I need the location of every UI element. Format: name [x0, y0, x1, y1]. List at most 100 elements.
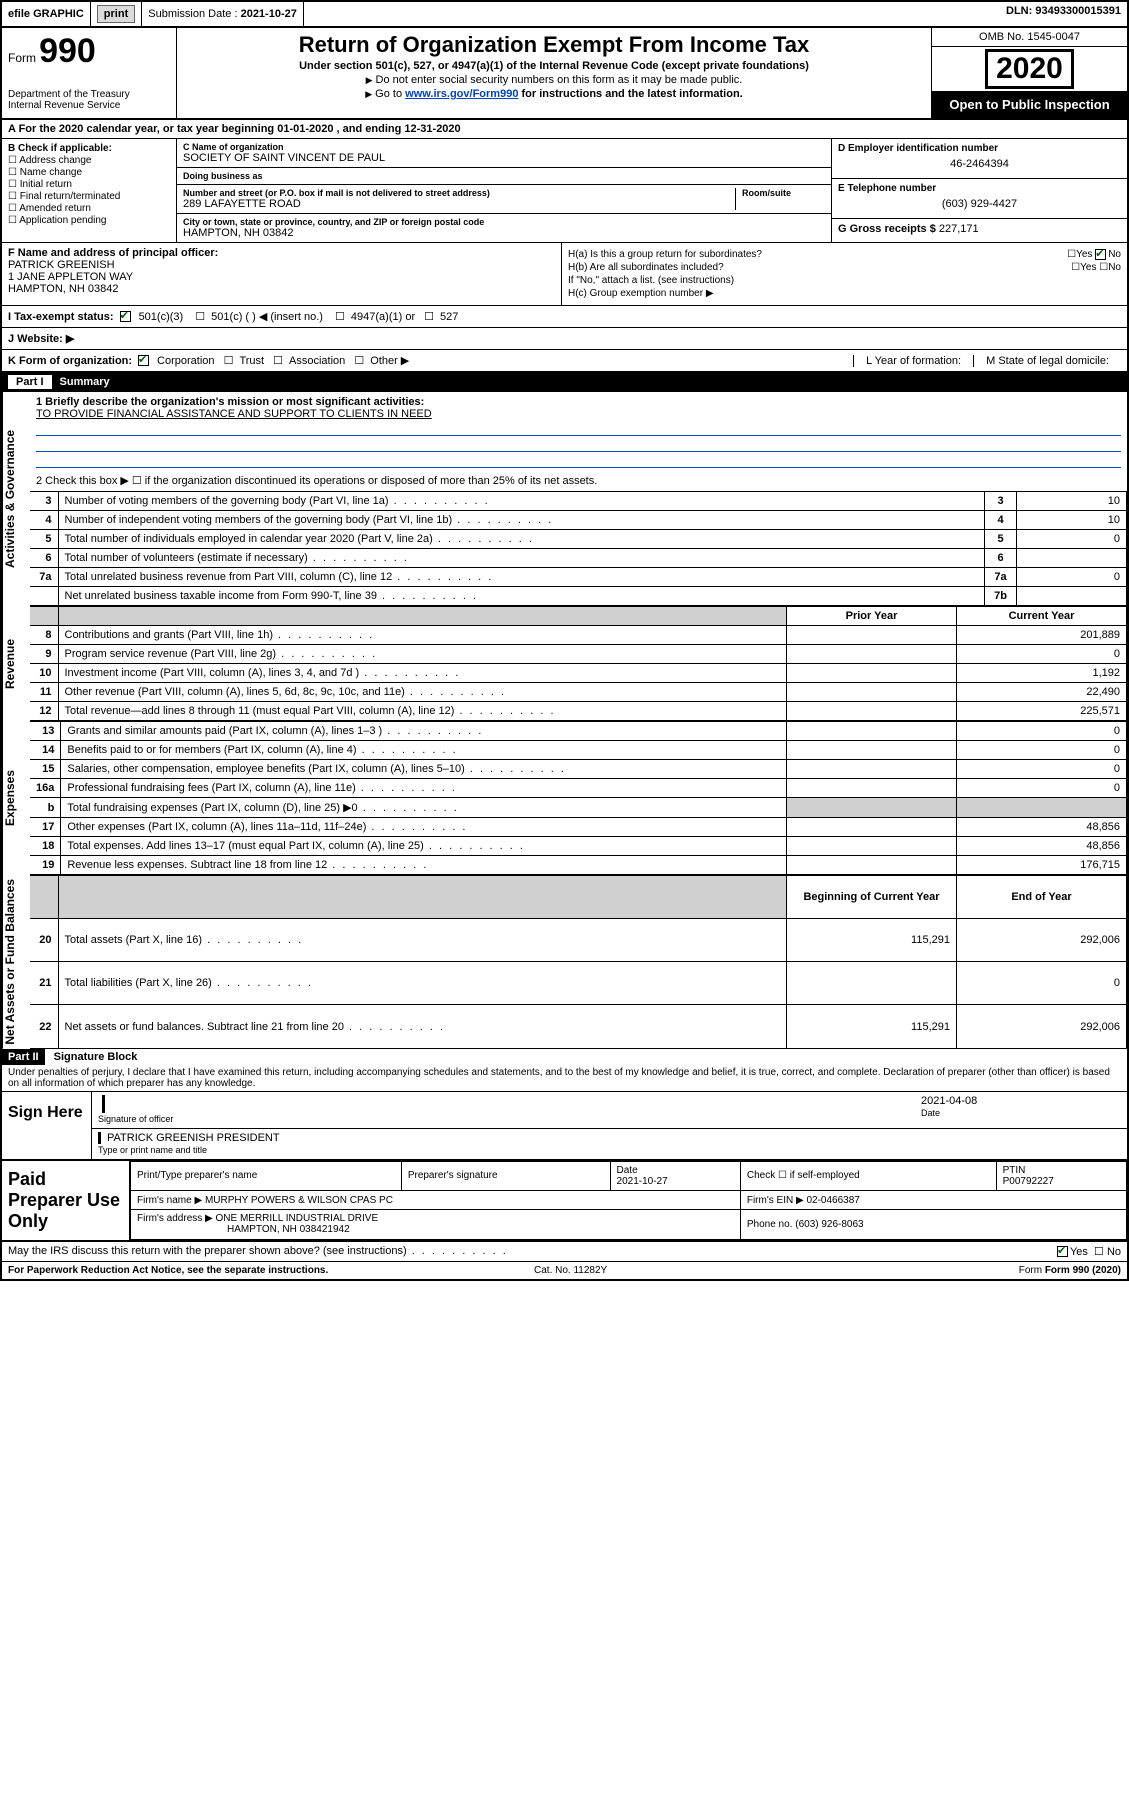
- discuss-row: May the IRS discuss this return with the…: [2, 1242, 1127, 1262]
- table-row: 8 Contributions and grants (Part VIII, l…: [30, 626, 1127, 645]
- ck-527[interactable]: 527: [440, 311, 458, 323]
- firm-ein: 02-0466387: [806, 1195, 859, 1206]
- ck-no-checked[interactable]: [1095, 249, 1106, 260]
- org-name: SOCIETY OF SAINT VINCENT DE PAUL: [183, 152, 825, 164]
- header-mid: Return of Organization Exempt From Incom…: [177, 28, 932, 118]
- dept-treasury: Department of the Treasury Internal Reve…: [8, 89, 170, 111]
- ck-other[interactable]: Other ▶: [370, 354, 409, 367]
- firm-name: MURPHY POWERS & WILSON CPAS PC: [205, 1195, 393, 1206]
- q1-answer: TO PROVIDE FINANCIAL ASSISTANCE AND SUPP…: [36, 408, 1121, 420]
- ssn-note: Do not enter social security numbers on …: [183, 74, 925, 86]
- firm-addr1: ONE MERRILL INDUSTRIAL DRIVE: [216, 1213, 379, 1224]
- part-i-title: Summary: [60, 376, 110, 388]
- governance-table: 3 Number of voting members of the govern…: [30, 491, 1127, 606]
- gross-value: 227,171: [939, 223, 979, 235]
- table-row: 20 Total assets (Part X, line 16) 115,29…: [30, 919, 1127, 962]
- table-row: b Total fundraising expenses (Part IX, c…: [30, 798, 1127, 818]
- q1-label: 1 Briefly describe the organization's mi…: [36, 396, 424, 408]
- prep-date: Date2021-10-27: [610, 1161, 740, 1191]
- officer-addr1: 1 JANE APPLETON WAY: [8, 271, 555, 283]
- period-end: 12-31-2020: [404, 123, 460, 135]
- firm-phone: (603) 926-8063: [795, 1219, 863, 1230]
- k-org-row: K Form of organization: Corporation ☐ Tr…: [2, 350, 1127, 372]
- firm-ein-row: Firm's EIN ▶ 02-0466387: [740, 1191, 1126, 1209]
- table-row: 19 Revenue less expenses. Subtract line …: [30, 856, 1127, 875]
- prep-name-hdr: Print/Type preparer's name: [131, 1161, 402, 1191]
- form-ref: Form Form 990 (2020): [1019, 1265, 1121, 1276]
- period-b: , and ending: [337, 123, 405, 135]
- expenses-table: 13 Grants and similar amounts paid (Part…: [30, 721, 1127, 875]
- dln-label: DLN:: [1006, 5, 1032, 17]
- website-row: J Website: ▶: [2, 328, 1127, 350]
- table-row: 18 Total expenses. Add lines 13–17 (must…: [30, 837, 1127, 856]
- goto-note: Go to www.irs.gov/Form990 for instructio…: [183, 88, 925, 100]
- ck-501c[interactable]: 501(c) ( ) ◀ (insert no.): [211, 310, 323, 323]
- form-number: 990: [39, 32, 96, 70]
- sig-date-label: Date: [921, 1108, 940, 1118]
- section-h: H(a) Is this a group return for subordin…: [562, 243, 1127, 305]
- ck-discuss-yes[interactable]: [1057, 1246, 1068, 1257]
- ck-501c3[interactable]: [120, 311, 131, 322]
- subdate-value: 2021-10-27: [241, 8, 297, 20]
- table-row: 7a Total unrelated business revenue from…: [30, 568, 1127, 587]
- officer-block: F Name and address of principal officer:…: [2, 243, 1127, 306]
- ck-pending[interactable]: ☐ Application pending: [8, 215, 170, 226]
- h-b-note: If "No," attach a list. (see instruction…: [568, 275, 1121, 286]
- ck-address[interactable]: ☐ Address change: [8, 155, 170, 166]
- ck-final[interactable]: ☐ Final return/terminated: [8, 191, 170, 202]
- firm-addr-row: Firm's address ▶ ONE MERRILL INDUSTRIAL …: [131, 1209, 741, 1239]
- section-b-label: B Check if applicable:: [8, 143, 112, 154]
- ck-trust[interactable]: Trust: [239, 355, 264, 367]
- city-value: HAMPTON, NH 03842: [183, 227, 825, 239]
- sign-here-block: Sign Here Signature of officer 2021-04-0…: [2, 1091, 1127, 1159]
- irs-label: Internal Revenue Service: [8, 100, 170, 111]
- irs-link[interactable]: www.irs.gov/Form990: [405, 88, 518, 100]
- city-label: City or town, state or province, country…: [183, 217, 825, 227]
- ein-label: D Employer identification number: [838, 143, 1121, 154]
- q2-text: 2 Check this box ▶ ☐ if the organization…: [36, 474, 1121, 487]
- table-row: 9 Program service revenue (Part VIII, li…: [30, 645, 1127, 664]
- prep-ptin: PTINP00792227: [996, 1161, 1126, 1191]
- blank-line: [36, 438, 1121, 452]
- tax-year: 2020: [985, 49, 1074, 89]
- ck-assoc[interactable]: Association: [289, 355, 345, 367]
- paid-table: Print/Type preparer's name Preparer's si…: [130, 1161, 1127, 1240]
- period-row: A For the 2020 calendar year, or tax yea…: [2, 120, 1127, 139]
- omb-number: OMB No. 1545-0047: [932, 28, 1127, 47]
- subdate-label: Submission Date :: [148, 8, 237, 20]
- section-d: D Employer identification number 46-2464…: [832, 139, 1127, 242]
- ck-4947[interactable]: 4947(a)(1) or: [351, 311, 415, 323]
- print-cell: print: [91, 2, 142, 26]
- section-b: B Check if applicable: ☐ Address change …: [2, 139, 177, 242]
- officer-label: F Name and address of principal officer:: [8, 247, 218, 259]
- governance-section: Activities & Governance 1 Briefly descri…: [2, 392, 1127, 606]
- prep-selfemp[interactable]: Check ☐ if self-employed: [740, 1161, 996, 1191]
- officer-printed-name: PATRICK GREENISH PRESIDENT: [107, 1132, 1121, 1144]
- addr-value: 289 LAFAYETTE ROAD: [183, 198, 735, 210]
- ck-corp[interactable]: [138, 355, 149, 366]
- firm-phone-row: Phone no. (603) 926-8063: [740, 1209, 1126, 1239]
- expenses-section: Expenses 13 Grants and similar amounts p…: [2, 721, 1127, 875]
- ck-discuss-no[interactable]: No: [1107, 1246, 1121, 1258]
- table-row: 22 Net assets or fund balances. Subtract…: [30, 1005, 1127, 1048]
- ck-amended[interactable]: ☐ Amended return: [8, 203, 170, 214]
- ck-initial[interactable]: ☐ Initial return: [8, 179, 170, 190]
- perjury-declaration: Under penalties of perjury, I declare th…: [2, 1065, 1127, 1091]
- ck-name[interactable]: ☐ Name change: [8, 167, 170, 178]
- period-begin: 01-01-2020: [277, 123, 333, 135]
- part-ii-pill: Part II: [2, 1049, 45, 1065]
- dba-label: Doing business as: [183, 171, 825, 181]
- tel-label: E Telephone number: [838, 183, 1121, 194]
- form-title: Return of Organization Exempt From Incom…: [183, 32, 925, 58]
- table-row: 15 Salaries, other compensation, employe…: [30, 760, 1127, 779]
- cat-no: Cat. No. 11282Y: [534, 1265, 607, 1276]
- dba-row: Doing business as: [177, 168, 831, 185]
- print-button[interactable]: print: [97, 5, 135, 23]
- netassets-table: Beginning of Current YearEnd of Year20 T…: [30, 875, 1127, 1049]
- table-row: 5 Total number of individuals employed i…: [30, 530, 1127, 549]
- org-name-row: C Name of organization SOCIETY OF SAINT …: [177, 139, 831, 168]
- table-row: Net unrelated business taxable income fr…: [30, 587, 1127, 606]
- form-990-document: efile GRAPHIC print Submission Date : 20…: [0, 0, 1129, 1281]
- revenue-section: Revenue Prior YearCurrent Year8 Contribu…: [2, 606, 1127, 721]
- id-block: B Check if applicable: ☐ Address change …: [2, 139, 1127, 243]
